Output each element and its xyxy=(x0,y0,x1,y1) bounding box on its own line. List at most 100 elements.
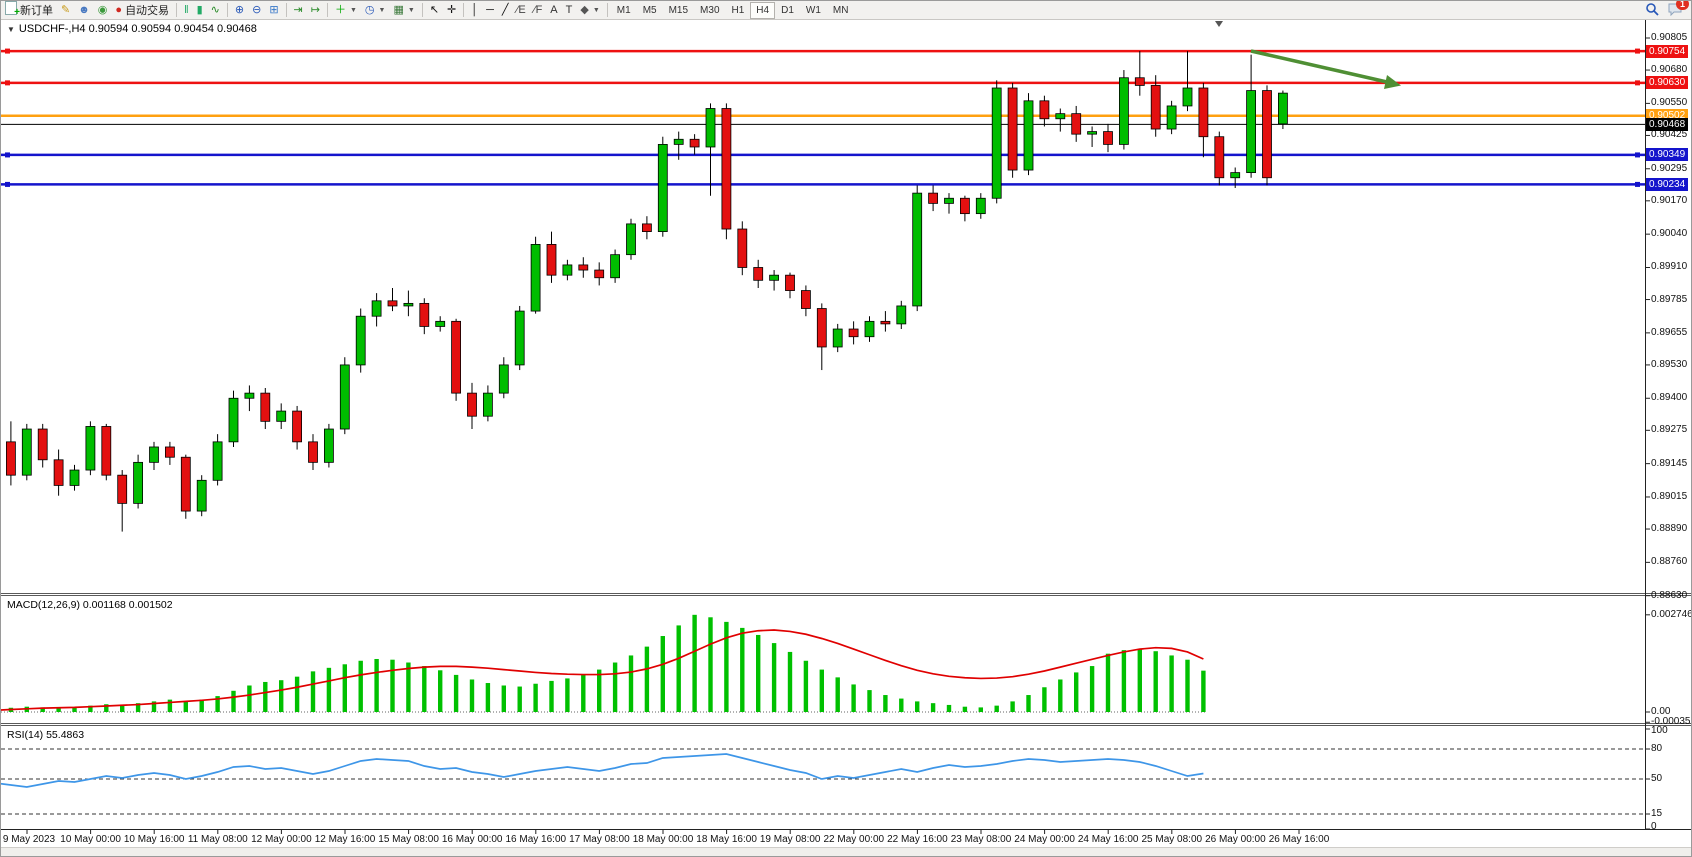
templates-icon: ▦ xyxy=(393,4,404,16)
price-tick-label: 0.90805 xyxy=(1651,32,1688,43)
time-tick-label: 24 May 16:00 xyxy=(1077,834,1139,845)
time-tick-label: 24 May 00:00 xyxy=(1014,834,1075,845)
dropdown-arrow-icon: ▼ xyxy=(407,6,415,14)
label-tool-icon: T xyxy=(565,4,573,16)
signals-button[interactable]: ◉ xyxy=(94,2,112,18)
time-tick-label: 22 May 16:00 xyxy=(887,834,948,845)
zoom-in-icon: ⊕ xyxy=(234,4,245,16)
toolbar-separator xyxy=(226,3,228,17)
tile-windows-button[interactable]: ⊞ xyxy=(265,2,282,18)
vline-tool-button[interactable]: │ xyxy=(467,2,482,18)
time-tick-label: 10 May 16:00 xyxy=(123,834,185,845)
text-tool-button[interactable]: A xyxy=(546,2,561,18)
timeframe-m30-button[interactable]: M30 xyxy=(700,4,720,16)
time-tick-label: 12 May 16:00 xyxy=(314,834,376,845)
crosshair-tool-button[interactable]: ✛ xyxy=(443,2,460,18)
search-icon[interactable] xyxy=(1645,2,1659,19)
price-tick-label: 0.90040 xyxy=(1651,228,1688,240)
shapes-tool-button[interactable]: ◆ ▼ xyxy=(576,2,603,18)
periods-button[interactable]: ◷ ▼ xyxy=(361,2,390,18)
price-tick-label: 0.89015 xyxy=(1651,490,1688,502)
rsi-indicator-label: RSI(14) 55.4863 xyxy=(7,729,85,741)
cursor-tool-button[interactable]: ↖ xyxy=(426,2,443,18)
time-tick-label: 16 May 00:00 xyxy=(441,834,503,845)
strategy-tester-button[interactable]: ☻ xyxy=(74,2,94,18)
toolbar-separator xyxy=(326,3,328,17)
fibonacci-tool-icon: ∕F xyxy=(533,4,543,16)
label-tool-button[interactable]: T xyxy=(562,2,577,18)
hline-tool-button[interactable]: ─ xyxy=(482,2,498,18)
candle-chart-mode-button[interactable]: ▮ xyxy=(193,2,207,18)
chart-symbol-title[interactable]: ▼ USDCHF-,H4 0.90594 0.90594 0.90454 0.90… xyxy=(7,23,257,35)
timeframe-h1-button[interactable]: H1 xyxy=(731,4,745,16)
crosshair-tool-icon: ✛ xyxy=(447,4,457,16)
trendline-tool-button[interactable]: ╱ xyxy=(498,2,513,18)
hline-price-label[interactable]: 0.90468 xyxy=(1646,117,1689,131)
collapse-icon[interactable]: ▼ xyxy=(7,25,15,34)
indicators-button[interactable]: ＋ ▼ xyxy=(331,2,361,18)
zoom-in-button[interactable]: ⊕ xyxy=(231,2,248,18)
hline-price-label[interactable]: 0.90234 xyxy=(1646,177,1689,191)
time-tick-label: 11 May 08:00 xyxy=(187,834,248,845)
timeframe-h4-button[interactable]: H4 xyxy=(750,1,776,19)
toolbar-separator xyxy=(176,3,178,17)
panel-separator[interactable] xyxy=(1,593,1691,596)
dropdown-arrow-icon: ▼ xyxy=(592,6,600,14)
time-tick-label: 22 May 00:00 xyxy=(823,834,885,845)
text-tool-icon: A xyxy=(550,4,558,16)
price-tick-label: 0.89910 xyxy=(1651,261,1688,273)
price-tick-label: 0.90550 xyxy=(1651,97,1688,109)
new-order-icon xyxy=(5,1,20,20)
hline-price-label[interactable]: 0.90630 xyxy=(1646,76,1689,90)
bar-chart-mode-icon: ‖ xyxy=(184,4,189,16)
templates-button[interactable]: ▦ ▼ xyxy=(389,2,418,18)
rsi-panel[interactable] xyxy=(1,726,1645,829)
toolbar-separator xyxy=(285,3,287,17)
metaeditor-button[interactable]: ✎ xyxy=(57,2,74,18)
channel-tool-icon: ∕E xyxy=(516,4,526,16)
price-chart-panel[interactable] xyxy=(1,20,1645,593)
timeframe-mn-button[interactable]: MN xyxy=(832,4,849,16)
timeframe-d1-button[interactable]: D1 xyxy=(781,4,794,16)
macd-panel[interactable] xyxy=(1,596,1645,723)
fibonacci-tool-button[interactable]: ∕F xyxy=(530,2,547,18)
auto-scroll-icon: ⇥ xyxy=(293,4,303,16)
chart-shift-button[interactable]: ↦ xyxy=(307,2,324,18)
time-tick-label: 16 May 16:00 xyxy=(505,834,567,845)
rsi-tick-label: 15 xyxy=(1651,808,1663,819)
autotrading-icon: ● xyxy=(115,4,123,16)
hline-price-label[interactable]: 0.90754 xyxy=(1646,44,1689,58)
vline-tool-icon: │ xyxy=(471,4,479,16)
macd-tick-label: 0.002746 xyxy=(1651,608,1692,620)
hline-price-label[interactable]: 0.90349 xyxy=(1646,148,1689,162)
dropdown-arrow-icon: ▼ xyxy=(349,6,357,14)
dropdown-arrow-icon: ▼ xyxy=(378,6,386,14)
timeframe-w1-button[interactable]: W1 xyxy=(805,4,821,16)
price-tick-label: 0.89655 xyxy=(1651,326,1688,338)
panel-separator[interactable] xyxy=(1,723,1691,726)
auto-scroll-button[interactable]: ⇥ xyxy=(290,2,307,18)
timeframe-m1-button[interactable]: M1 xyxy=(616,4,631,16)
zoom-out-button[interactable]: ⊖ xyxy=(248,2,265,18)
notifications-icon[interactable]: 1 xyxy=(1667,1,1689,19)
price-tick-label: 0.89145 xyxy=(1651,457,1688,469)
periods-icon: ◷ xyxy=(364,4,375,16)
price-tick-label: 0.90295 xyxy=(1651,162,1688,174)
time-tick-label: 25 May 08:00 xyxy=(1141,834,1203,845)
channel-tool-button[interactable]: ∕E xyxy=(513,2,530,18)
macd-indicator-label: MACD(12,26,9) 0.001168 0.001502 xyxy=(7,599,173,611)
chart-ohlc-text: USDCHF-,H4 0.90594 0.90594 0.90454 0.904… xyxy=(18,23,257,35)
timeframe-m15-button[interactable]: M15 xyxy=(668,4,689,16)
new-order-button[interactable]: 新订单 xyxy=(1,1,57,20)
line-chart-mode-button[interactable]: ∿ xyxy=(207,2,224,18)
autotrading-button[interactable]: ● 自动交易 xyxy=(111,2,173,18)
price-tick-label: 0.90170 xyxy=(1651,194,1688,206)
price-tick-label: 0.90425 xyxy=(1651,129,1688,141)
price-tick-label: 0.89785 xyxy=(1651,293,1688,305)
rsi-tick-label: 100 xyxy=(1651,725,1668,736)
price-tick-label: 0.88760 xyxy=(1651,556,1688,568)
price-axis-line xyxy=(1645,20,1646,829)
bar-chart-mode-button[interactable]: ‖ xyxy=(180,2,193,18)
timeframe-m5-button[interactable]: M5 xyxy=(642,4,657,16)
